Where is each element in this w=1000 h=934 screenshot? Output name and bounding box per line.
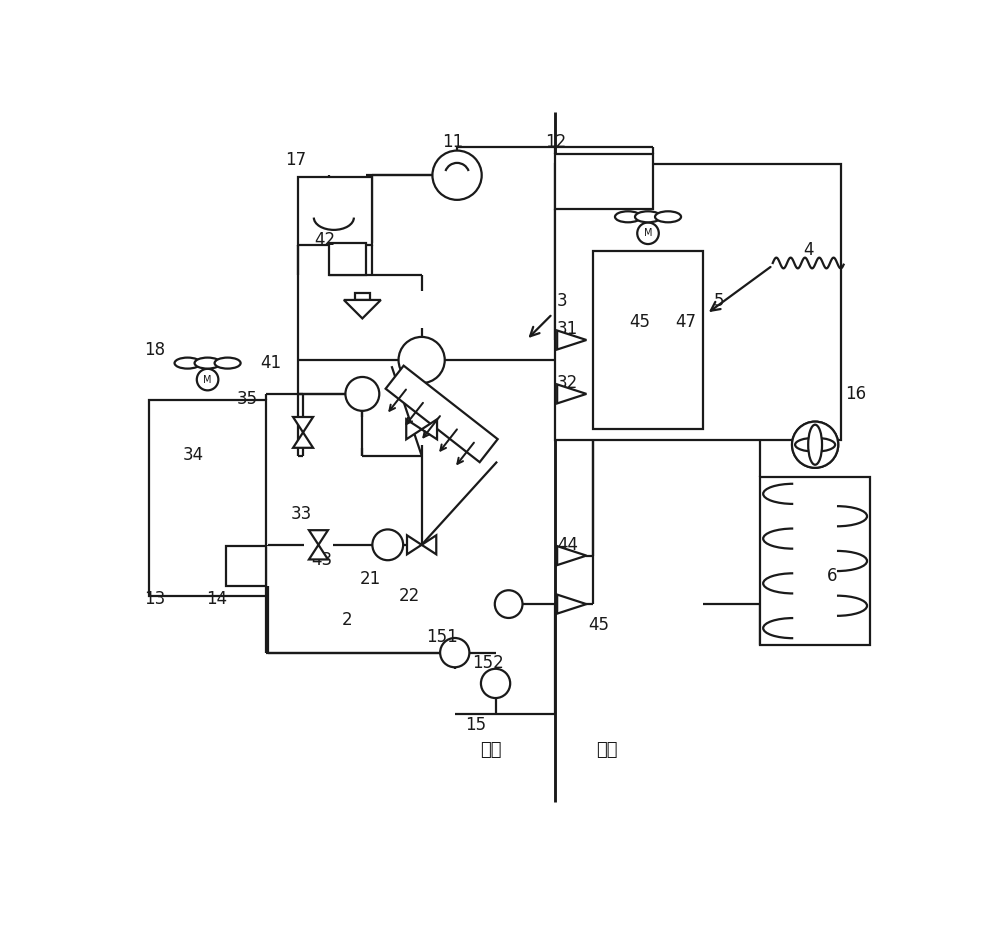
Text: 22: 22	[399, 587, 420, 605]
Ellipse shape	[615, 211, 641, 222]
Circle shape	[345, 377, 379, 411]
Text: 35: 35	[237, 389, 258, 407]
Circle shape	[792, 421, 838, 468]
Polygon shape	[557, 331, 586, 349]
Text: 151: 151	[426, 629, 458, 646]
Text: 45: 45	[588, 616, 609, 634]
Ellipse shape	[808, 425, 822, 465]
Ellipse shape	[195, 358, 221, 369]
Ellipse shape	[655, 211, 681, 222]
Polygon shape	[422, 535, 436, 555]
Bar	[329, 243, 366, 276]
Text: M: M	[644, 228, 652, 238]
Text: 12: 12	[545, 134, 566, 151]
Polygon shape	[407, 535, 422, 555]
Ellipse shape	[795, 438, 835, 452]
Text: 5: 5	[714, 292, 725, 310]
Text: 21: 21	[360, 570, 381, 587]
Bar	[555, 154, 653, 209]
Polygon shape	[293, 417, 313, 432]
Bar	[298, 177, 372, 245]
Text: M: M	[203, 375, 212, 385]
Polygon shape	[309, 545, 328, 559]
Bar	[149, 400, 266, 597]
Bar	[760, 477, 870, 644]
Circle shape	[372, 530, 403, 560]
Circle shape	[481, 669, 510, 698]
Bar	[226, 546, 266, 587]
Text: 16: 16	[845, 385, 866, 403]
Text: 室外: 室外	[480, 742, 502, 759]
Polygon shape	[557, 595, 586, 614]
Ellipse shape	[215, 358, 241, 369]
Text: 43: 43	[311, 551, 332, 569]
Polygon shape	[406, 419, 422, 439]
Text: 4: 4	[804, 241, 814, 259]
Text: 13: 13	[144, 589, 166, 608]
Polygon shape	[386, 365, 498, 462]
Polygon shape	[344, 300, 381, 318]
Text: 室内: 室内	[596, 742, 617, 759]
Text: 11: 11	[442, 134, 463, 151]
Polygon shape	[422, 419, 437, 439]
Polygon shape	[557, 546, 586, 565]
Circle shape	[399, 337, 445, 383]
Text: 152: 152	[472, 655, 504, 672]
Text: 3: 3	[557, 292, 568, 310]
Circle shape	[637, 222, 659, 244]
Bar	[593, 250, 703, 430]
Text: 44: 44	[557, 536, 578, 554]
Circle shape	[197, 369, 218, 390]
Circle shape	[792, 421, 838, 468]
Text: 15: 15	[465, 716, 486, 734]
Circle shape	[495, 590, 523, 618]
Polygon shape	[557, 385, 586, 403]
Text: 41: 41	[260, 354, 281, 372]
Ellipse shape	[635, 211, 661, 222]
Text: 32: 32	[557, 375, 578, 392]
Circle shape	[432, 150, 482, 200]
Text: 6: 6	[827, 567, 837, 585]
Circle shape	[440, 638, 469, 667]
Text: 34: 34	[183, 446, 204, 464]
Text: 47: 47	[676, 313, 697, 331]
Bar	[555, 164, 841, 440]
Polygon shape	[293, 432, 313, 447]
Bar	[355, 292, 370, 300]
Text: 18: 18	[144, 341, 166, 359]
Ellipse shape	[175, 358, 201, 369]
Text: 33: 33	[291, 505, 312, 523]
Text: 17: 17	[285, 150, 306, 169]
Polygon shape	[309, 531, 328, 545]
Text: 14: 14	[206, 589, 227, 608]
Text: 42: 42	[314, 231, 335, 248]
Text: 31: 31	[557, 320, 578, 338]
Text: 45: 45	[630, 313, 651, 331]
Text: 2: 2	[342, 611, 352, 629]
